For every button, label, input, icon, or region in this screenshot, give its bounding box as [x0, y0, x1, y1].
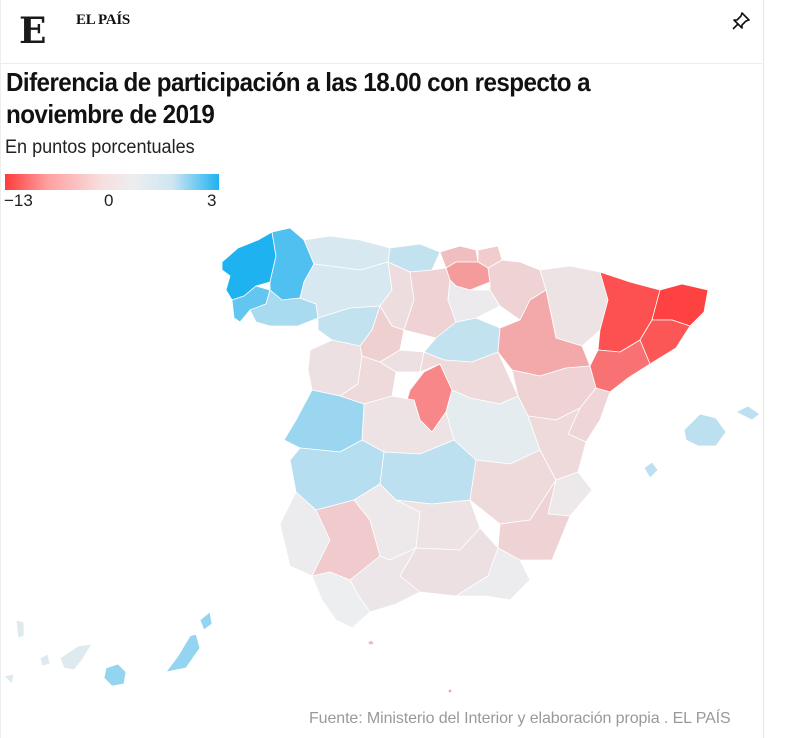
chart-subtitle: En puntos porcentuales	[5, 137, 195, 158]
legend-min-label: −13	[4, 191, 33, 210]
chart-frame	[0, 0, 764, 738]
el-pais-logo-icon[interactable]: E	[19, 10, 47, 52]
province-melilla[interactable]: Melilla: -6	[447, 688, 453, 694]
legend-max-label: 3	[207, 191, 217, 210]
spain-choropleth-map: A Coruña: 3Lugo: 2.3Pontevedra: 2Ourense…	[3, 227, 761, 694]
province-cadiz[interactable]: Cádiz: 0	[311, 571, 371, 629]
province-las-palmas[interactable]: Las Palmas: 1.3	[103, 611, 213, 687]
brand-name[interactable]: EL PAÍS	[76, 12, 130, 28]
pushpin-icon[interactable]	[730, 10, 752, 32]
legend-mid-label: 0	[104, 191, 114, 210]
province-santa-cruz-de-tenerife[interactable]: Santa Cruz de Tenerife: 0.2	[3, 619, 93, 685]
chart-title: Diferencia de participación a las 18.00 …	[6, 67, 591, 129]
province-ceuta[interactable]: Ceuta: -4	[367, 639, 375, 646]
province-tarragona[interactable]: Tarragona: -9	[589, 339, 651, 393]
header: E EL PAÍS	[0, 0, 762, 64]
color-legend-bar	[5, 174, 219, 190]
province-illes-balears[interactable]: Illes Balears: 0.7	[643, 405, 761, 479]
province-almeria[interactable]: Almería: -0.2	[455, 547, 531, 601]
source-note: Fuente: Ministerio del Interior y elabor…	[309, 710, 731, 727]
province-valencia[interactable]: Valencia: -1.5	[527, 407, 587, 481]
